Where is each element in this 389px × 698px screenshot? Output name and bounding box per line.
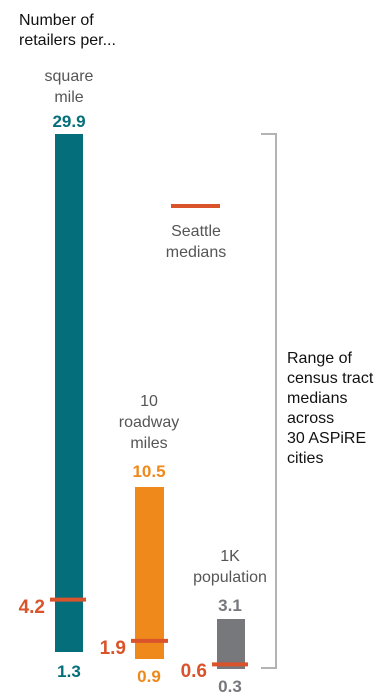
series-10-roadway-miles: 10 roadway miles 10.5 1.9 0.9 bbox=[100, 393, 180, 686]
max-value-label: 10.5 bbox=[132, 462, 165, 481]
category-label-line: mile bbox=[54, 89, 83, 106]
category-label-line: roadway bbox=[119, 414, 179, 431]
bracket-label: Range of census tract medians across 30 … bbox=[287, 350, 374, 467]
bracket-label-line-2: census tract bbox=[287, 370, 374, 387]
range-bar bbox=[217, 619, 245, 669]
median-value-label: 0.6 bbox=[181, 661, 207, 682]
range-bracket bbox=[261, 133, 277, 669]
min-value-label: 1.3 bbox=[57, 662, 81, 681]
category-label-line: 10 bbox=[140, 393, 158, 410]
bracket-label-line-4: across bbox=[287, 410, 334, 427]
median-value-label: 4.2 bbox=[19, 597, 45, 618]
max-value-label: 29.9 bbox=[52, 112, 85, 131]
chart-title-line-2: retailers per... bbox=[19, 32, 116, 49]
bracket-label-line-3: medians bbox=[287, 390, 347, 407]
min-value-label: 0.9 bbox=[137, 667, 161, 686]
category-label-line: population bbox=[193, 569, 267, 586]
category-label-line: 1K bbox=[220, 548, 240, 565]
category-label-line: square bbox=[45, 68, 94, 85]
min-value-label: 0.3 bbox=[218, 677, 242, 693]
category-label-line: miles bbox=[130, 435, 167, 452]
chart-title-line-1: Number of bbox=[19, 12, 94, 29]
bracket-label-line-5: 30 ASPiRE bbox=[287, 430, 366, 447]
max-value-label: 3.1 bbox=[218, 596, 242, 615]
median-value-label: 1.9 bbox=[100, 638, 126, 659]
series-square-mile: square mile 29.9 4.2 1.3 bbox=[19, 68, 94, 681]
bracket-label-line-6: cities bbox=[287, 450, 323, 467]
legend-label-line-1: Seattle bbox=[171, 223, 221, 240]
range-bar bbox=[135, 487, 164, 659]
bracket-label-line-1: Range of bbox=[287, 350, 352, 367]
legend-label-line-2: medians bbox=[166, 244, 226, 261]
range-bar bbox=[55, 134, 83, 652]
series-1k-population: 1K population 3.1 0.6 0.3 bbox=[181, 548, 267, 696]
